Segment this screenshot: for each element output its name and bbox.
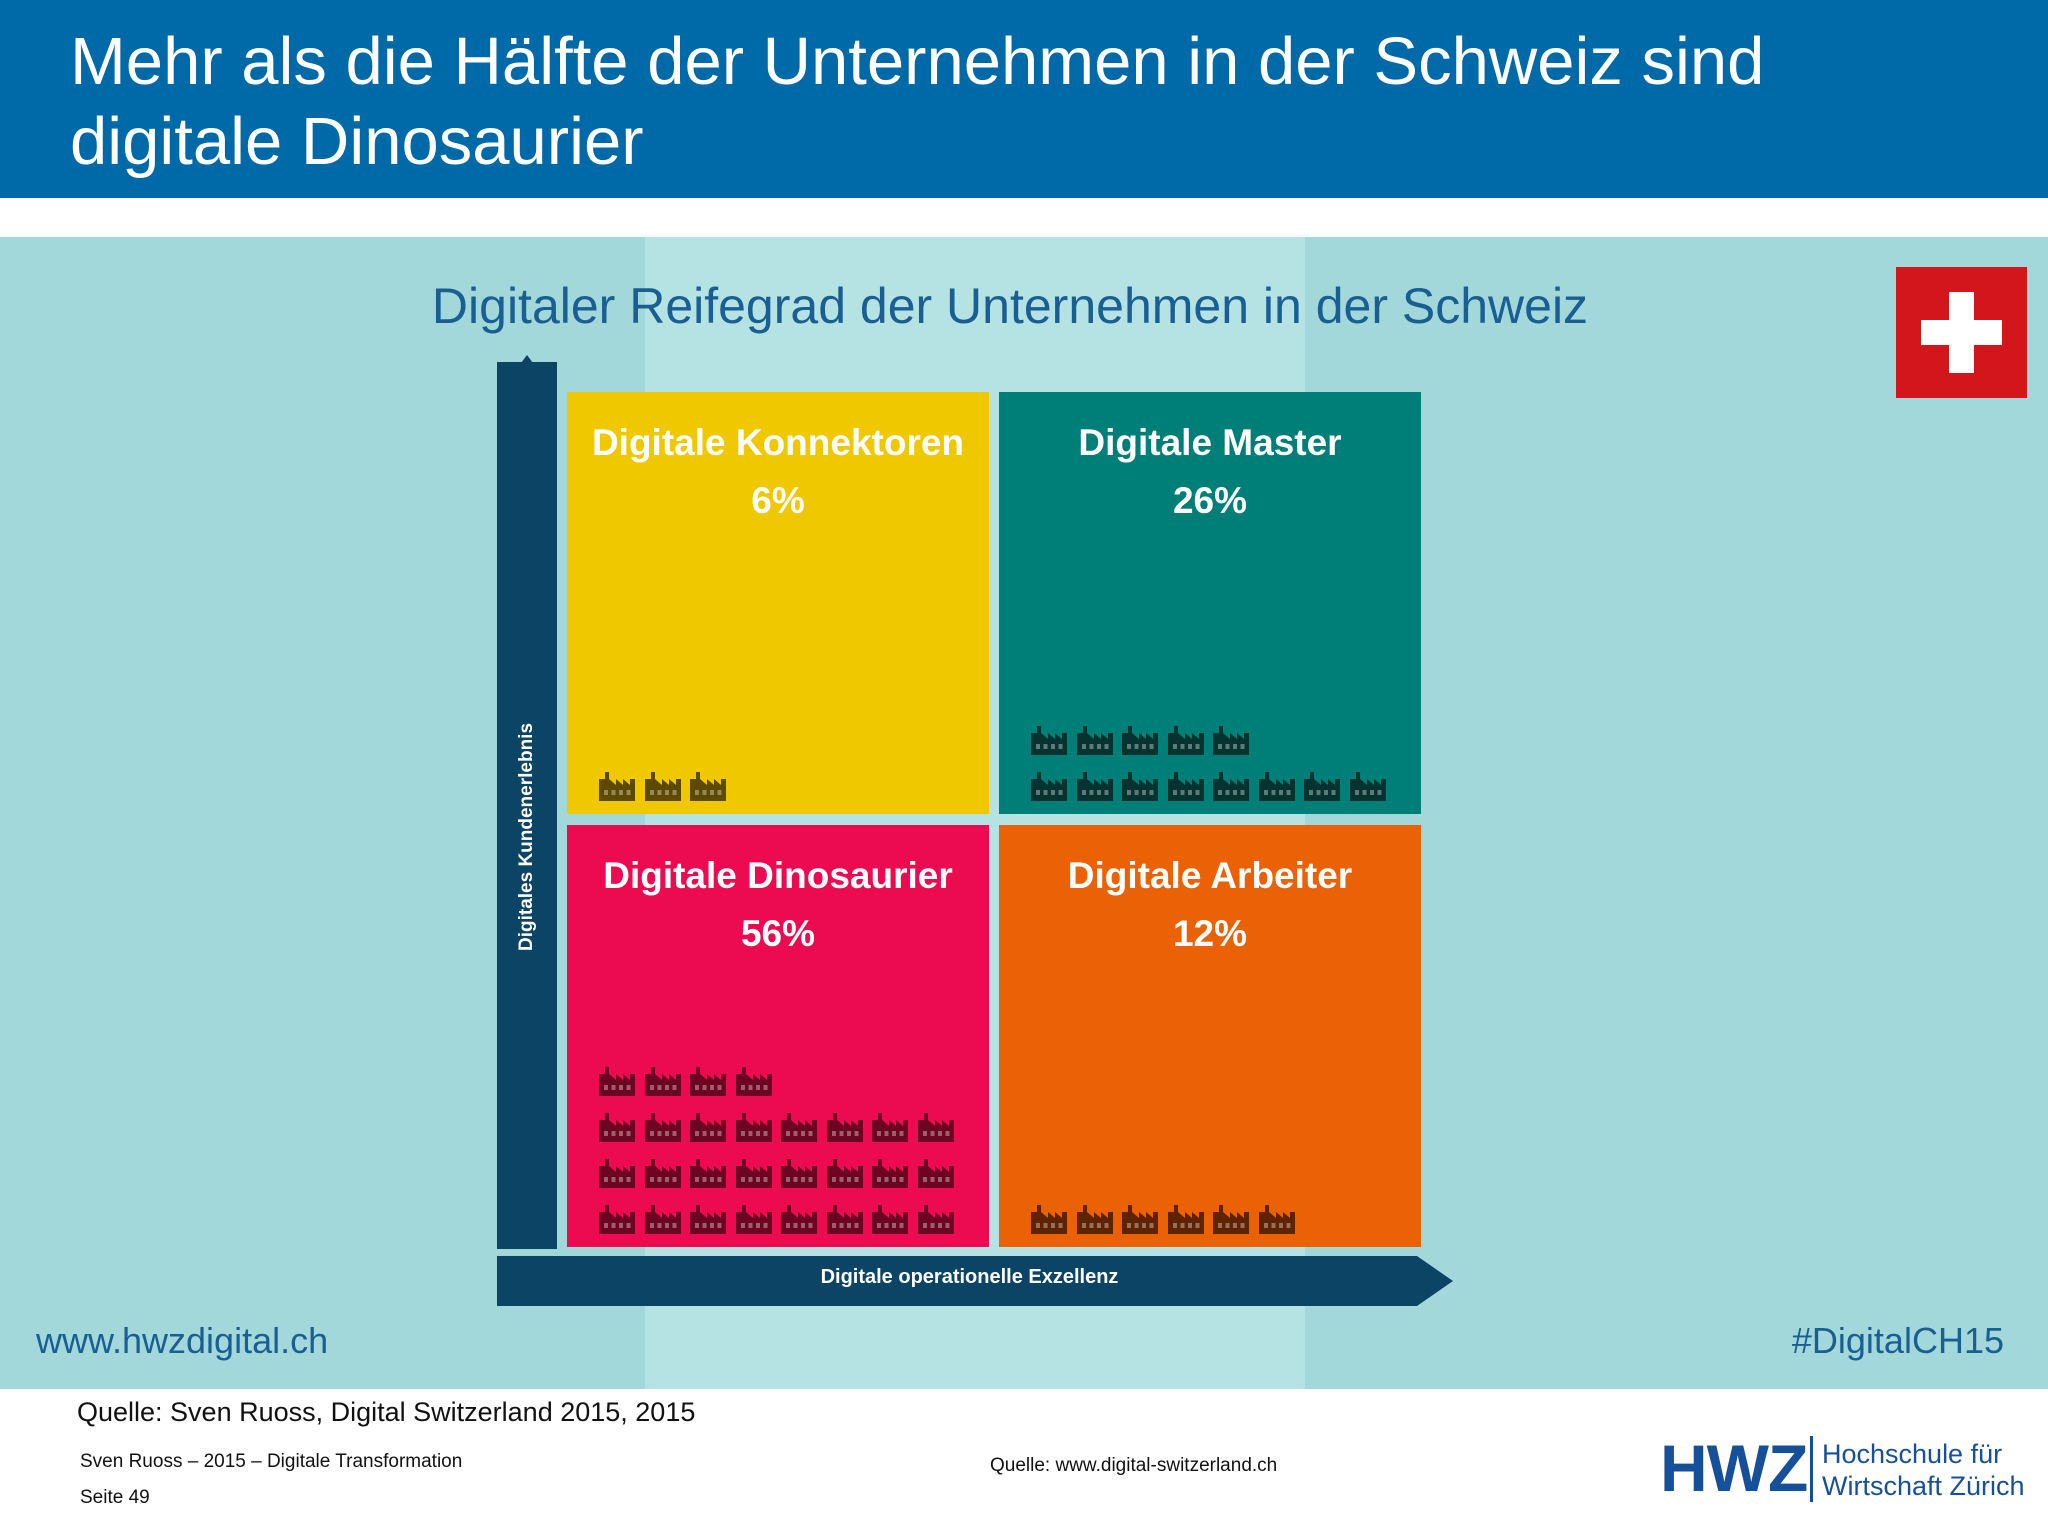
factory-icon — [644, 1203, 682, 1235]
factory-icon — [644, 770, 682, 802]
source-caption: Quelle: Sven Ruoss, Digital Switzerland … — [77, 1397, 696, 1427]
factory-icon — [1212, 770, 1250, 802]
quadrant-value: 6% — [751, 480, 805, 521]
factory-icon — [1030, 724, 1068, 756]
swiss-flag-icon — [1896, 267, 2027, 398]
x-axis-label: Digitale operationelle Exzellenz — [820, 1266, 1119, 1288]
factory-icon — [689, 1203, 727, 1235]
logo-line-2: Wirtschaft Zürich — [1822, 1471, 2025, 1501]
quadrant-value: 26% — [1172, 480, 1248, 521]
factory-icon — [689, 1157, 727, 1189]
y-axis-label: Digitales Kundenerlebnis — [516, 722, 537, 952]
factory-icon-group — [999, 392, 1421, 814]
source-url: Quelle: www.digital-switzerland.ch — [990, 1455, 1278, 1476]
factory-icon — [644, 1157, 682, 1189]
x-axis-arrowhead — [1417, 1256, 1453, 1306]
quadrant-digitale-master: Digitale Master 26% — [999, 392, 1421, 814]
x-axis — [497, 1256, 1417, 1306]
factory-icon — [644, 1065, 682, 1097]
factory-icon — [1121, 1203, 1159, 1235]
factory-icon — [826, 1203, 864, 1235]
quadrant-digitale-dinosaurier: Digitale Dinosaurier 56% — [567, 825, 989, 1247]
factory-icon — [1212, 724, 1250, 756]
factory-icon — [689, 1065, 727, 1097]
website-link[interactable]: www.hwzdigital.ch — [36, 1320, 329, 1361]
quadrant-digitale-arbeiter: Digitale Arbeiter 12% — [999, 825, 1421, 1247]
hwz-logo: HWZ Hochschule für Wirtschaft Zürich — [1660, 1431, 2025, 1505]
quadrant-name: Digitale Master — [1078, 422, 1342, 463]
factory-icon — [1030, 1203, 1068, 1235]
factory-icon — [1076, 770, 1114, 802]
factory-icon — [826, 1111, 864, 1143]
factory-icon — [644, 1111, 682, 1143]
factory-icon — [780, 1111, 818, 1143]
factory-icon — [1167, 724, 1205, 756]
factory-icon-group — [567, 825, 989, 1247]
factory-icon — [735, 1203, 773, 1235]
factory-icon — [689, 770, 727, 802]
factory-icon — [780, 1157, 818, 1189]
factory-icon — [1212, 1203, 1250, 1235]
factory-icon — [735, 1157, 773, 1189]
infographic-title: Digitaler Reifegrad der Unternehmen in d… — [431, 278, 1589, 334]
quadrant-value: 12% — [1172, 913, 1248, 954]
infographic-image: Digitaler Reifegrad der Unternehmen in d… — [0, 237, 2048, 1389]
factory-icon — [917, 1111, 955, 1143]
factory-icon — [598, 1157, 636, 1189]
factory-icon-group — [999, 825, 1421, 1247]
page-number: Seite 49 — [80, 1487, 150, 1508]
factory-icon — [598, 1203, 636, 1235]
factory-icon — [689, 1111, 727, 1143]
factory-icon — [1030, 770, 1068, 802]
factory-icon — [735, 1111, 773, 1143]
flag-cross-horizontal — [1921, 320, 2002, 345]
logo-line-1: Hochschule für — [1822, 1439, 2003, 1469]
slide-title: Mehr als die Hälfte der Unternehmen in d… — [70, 24, 1765, 179]
logo-divider — [1810, 1436, 1813, 1502]
hwz-logo-name: Hochschule für Wirtschaft Zürich — [1822, 1438, 2025, 1502]
factory-icon — [780, 1203, 818, 1235]
hwz-logo-letters: HWZ — [1660, 1431, 1808, 1505]
quadrant-name: Digitale Konnektoren — [591, 422, 965, 463]
quadrant-digitale-konnektoren: Digitale Konnektoren 6% — [567, 392, 989, 814]
quadrant-name: Digitale Dinosaurier — [603, 855, 953, 896]
factory-icon — [598, 1065, 636, 1097]
quadrant-value: 56% — [740, 913, 816, 954]
factory-icon — [598, 770, 636, 802]
factory-icon — [1303, 770, 1341, 802]
factory-icon — [1258, 1203, 1296, 1235]
quadrant-name: Digitale Arbeiter — [1067, 855, 1353, 896]
factory-icon — [1076, 1203, 1114, 1235]
factory-icon — [917, 1203, 955, 1235]
factory-icon — [1076, 724, 1114, 756]
author-line: Sven Ruoss – 2015 – Digitale Transformat… — [80, 1451, 463, 1472]
factory-icon — [871, 1111, 909, 1143]
factory-icon — [1121, 724, 1159, 756]
factory-icon — [1167, 1203, 1205, 1235]
factory-icon — [1121, 770, 1159, 802]
factory-icon — [871, 1157, 909, 1189]
factory-icon — [917, 1157, 955, 1189]
factory-icon — [826, 1157, 864, 1189]
factory-icon — [1167, 770, 1205, 802]
y-axis — [497, 362, 557, 1249]
factory-icon — [598, 1111, 636, 1143]
factory-icon — [1258, 770, 1296, 802]
factory-icon — [735, 1065, 773, 1097]
slide-header: Mehr als die Hälfte der Unternehmen in d… — [0, 0, 2048, 198]
factory-icon — [1349, 770, 1387, 802]
factory-icon-group — [567, 392, 989, 814]
hashtag: #DigitalCH15 — [1791, 1320, 2004, 1361]
factory-icon — [871, 1203, 909, 1235]
